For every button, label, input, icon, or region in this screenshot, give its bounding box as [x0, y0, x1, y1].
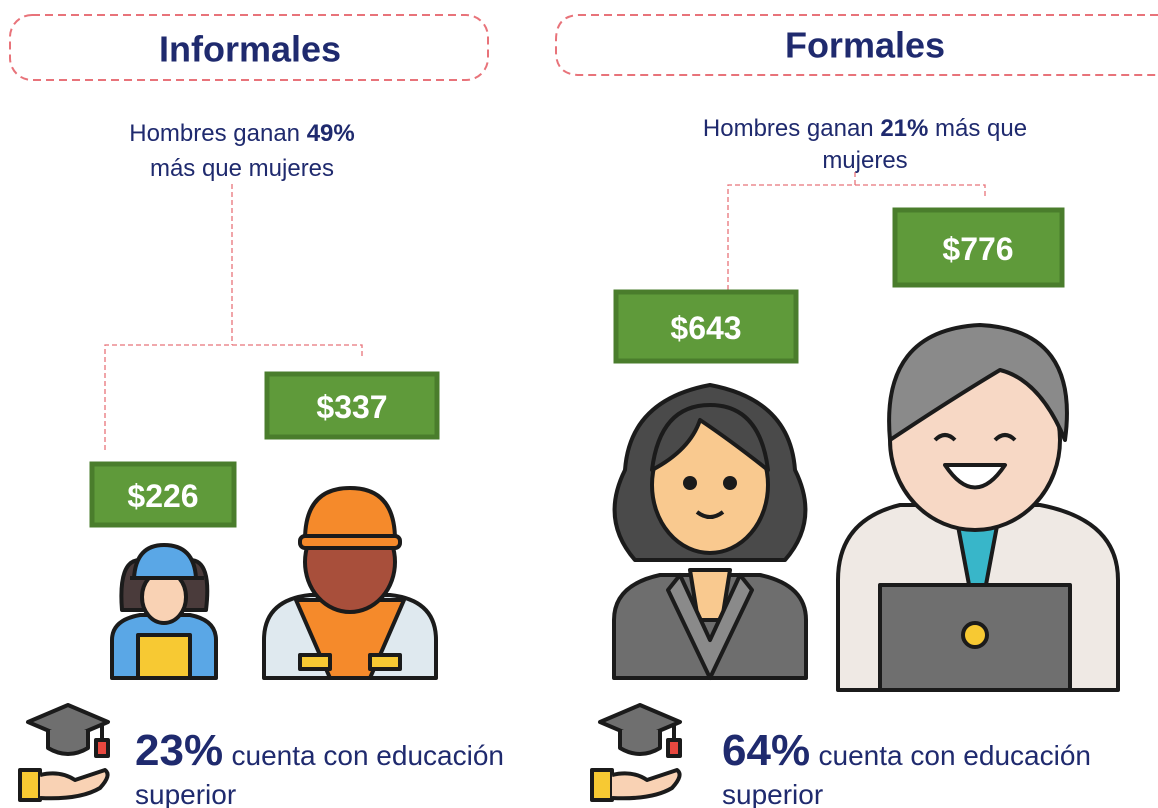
education-label-2: superior [722, 779, 823, 808]
female-worker-icon [110, 543, 218, 680]
gap-text: Hombres ganan 49% [129, 120, 354, 147]
wage-women: $226 [127, 478, 198, 514]
wage-box [892, 207, 1065, 288]
panel-title: Formales [785, 25, 945, 66]
education-icon [18, 703, 110, 802]
gap-line-2: mujeres [822, 147, 907, 174]
wage-men: $776 [942, 231, 1013, 267]
education-percent: 23% [135, 726, 223, 775]
title-frame [9, 14, 489, 81]
connector [727, 172, 986, 290]
wage-box [613, 289, 799, 364]
gap-after: más que [935, 115, 1027, 142]
education-label-2: superior [135, 779, 236, 808]
wage-women: $643 [670, 310, 741, 346]
gap-text: Hombres ganan 21% más que [703, 115, 1027, 142]
male-worker-icon [262, 486, 438, 680]
gap-percent: 49% [307, 120, 355, 147]
education-label: cuenta con educación [819, 740, 1091, 771]
gap-percent: 21% [880, 115, 928, 142]
education-label: cuenta con educación [232, 740, 504, 771]
title-frame [555, 14, 1158, 76]
education-percent: 64% [722, 726, 810, 775]
wage-box [264, 371, 440, 440]
panel-title: Informales [159, 29, 341, 70]
gap-line-2: más que mujeres [150, 155, 334, 182]
education-text: 64% cuenta con educación [722, 726, 1091, 775]
gap-before: Hombres ganan [129, 120, 300, 147]
connector [104, 184, 363, 450]
man-laptop-icon [836, 323, 1120, 692]
gap-before: Hombres ganan [703, 115, 874, 142]
wage-box [89, 461, 237, 528]
wage-men: $337 [316, 389, 387, 425]
education-text: 23% cuenta con educación [135, 726, 504, 775]
education-icon [590, 703, 682, 802]
woman-icon [612, 383, 808, 680]
